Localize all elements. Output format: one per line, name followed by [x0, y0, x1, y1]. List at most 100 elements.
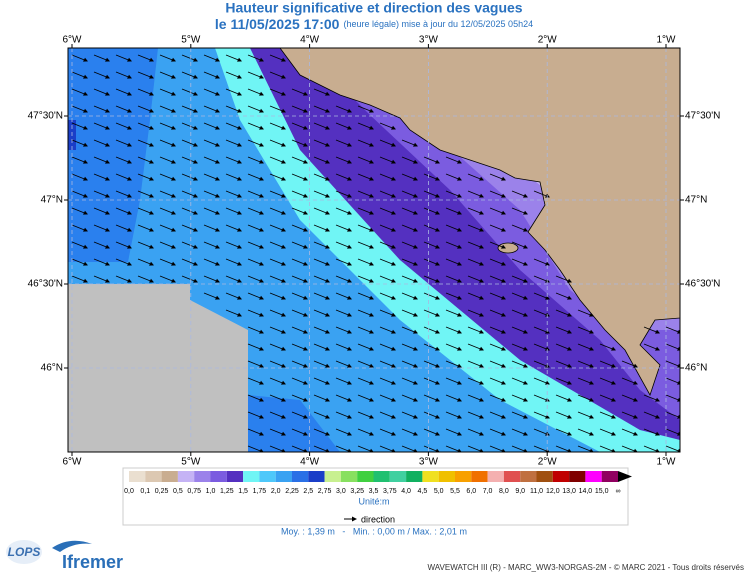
legend-swatch [536, 471, 553, 482]
wave-arrowhead [281, 142, 286, 147]
wave-arrowhead [435, 346, 440, 351]
legend-label: 13,0 [562, 488, 576, 495]
wave-arrowhead [325, 414, 330, 419]
wave-arrowhead [171, 108, 176, 113]
wave-arrowhead [259, 346, 264, 351]
wave-arrowhead [567, 278, 572, 283]
wave-arrowhead [237, 74, 242, 79]
wave-arrowhead [391, 363, 396, 368]
legend-swatch [129, 471, 146, 482]
legend-label: 6,0 [466, 488, 476, 495]
wave-arrowhead [479, 380, 484, 385]
wave-arrowhead [105, 74, 110, 79]
wave-arrowhead [369, 210, 374, 215]
wave-arrowhead [215, 142, 220, 147]
wave-arrowhead [523, 397, 528, 402]
wave-arrowhead [193, 159, 198, 164]
wave-arrowhead [589, 431, 594, 436]
wave-arrowhead [325, 278, 330, 283]
wave-arrowhead [567, 448, 572, 452]
wave-arrowhead [369, 312, 374, 317]
wave-arrowhead [127, 210, 132, 215]
wave-arrowhead [435, 295, 440, 300]
wave-arrowhead [523, 329, 528, 334]
legend-label: 5,0 [434, 488, 444, 495]
wave-arrowhead [369, 159, 374, 164]
lops-logo [6, 540, 42, 564]
legend-label: 11,0 [530, 488, 543, 495]
axis-labels: 6°W 6°W 5°W 5°W 4°W 4°W 3°W 3°W 2°W 2°W 1°W 1°W 47°3… [28, 35, 721, 468]
subtitle: le 11/05/2025 17:00 (heure légale) mise à… [215, 16, 533, 32]
legend-swatch [585, 471, 602, 482]
wave-arrowhead [413, 346, 418, 351]
wave-arrowhead [259, 159, 264, 164]
wave-arrowhead [105, 142, 110, 147]
wave-arrowhead [281, 431, 286, 436]
wave-arrowhead [237, 142, 242, 147]
ifremer-logo [52, 540, 92, 552]
wave-arrowhead [259, 448, 264, 452]
wave-arrowhead [325, 261, 330, 266]
legend-swatch [357, 471, 374, 482]
wave-arrowhead [589, 312, 594, 317]
wave-arrowhead [105, 108, 110, 113]
wave-arrowhead [589, 380, 594, 385]
wave-arrowhead [501, 176, 506, 181]
wave-arrowhead [545, 346, 550, 351]
wave-arrowhead [149, 210, 154, 215]
wave-arrowhead [193, 176, 198, 181]
wave-arrowhead [501, 380, 506, 385]
direction-arrowhead [352, 516, 357, 522]
wave-arrowhead [303, 448, 308, 452]
wave-arrowhead [611, 414, 616, 419]
wave-arrowhead [501, 193, 506, 198]
wave-arrowhead [457, 397, 462, 402]
wave-arrowhead [325, 244, 330, 249]
wave-arrowhead [325, 431, 330, 436]
wave-arrowhead [281, 244, 286, 249]
wave-arrowhead [633, 414, 638, 419]
wave-arrowhead [215, 159, 220, 164]
wave-arrowhead [479, 176, 484, 181]
lat-label: 47°N [41, 195, 63, 206]
wave-arrowhead [435, 261, 440, 266]
wave-arrowhead [281, 380, 286, 385]
legend-swatch [438, 471, 455, 482]
wave-arrowhead [303, 176, 308, 181]
legend-swatch [552, 471, 570, 482]
wave-arrowhead [259, 57, 264, 62]
frame [67, 47, 681, 453]
wave-arrowhead [325, 346, 330, 351]
legend-swatch [210, 471, 227, 482]
wave-arrowhead [83, 193, 88, 198]
wave-arrowhead [215, 193, 220, 198]
wave-arrowhead [83, 125, 88, 130]
wave-arrowhead [215, 210, 220, 215]
wave-arrowhead [215, 108, 220, 113]
wave-arrowhead [237, 278, 242, 283]
wave-arrowhead [369, 295, 374, 300]
wave-arrowhead [479, 227, 484, 232]
wave-arrowhead [369, 363, 374, 368]
wave-arrowhead [523, 448, 528, 452]
wave-arrowhead [259, 261, 264, 266]
wave-arrowhead [567, 295, 572, 300]
wave-arrowhead [523, 346, 528, 351]
wave-arrowhead [347, 142, 352, 147]
legend-swatch [569, 471, 586, 482]
title: Hauteur significative et direction des v… [225, 0, 522, 16]
wave-arrowhead [303, 329, 308, 334]
wave-arrowhead [303, 227, 308, 232]
wave-arrowhead [677, 346, 680, 351]
wave-arrowhead [281, 227, 286, 232]
wave-arrowhead [413, 278, 418, 283]
wave-arrowhead [347, 380, 352, 385]
wave-arrowhead [105, 244, 110, 249]
wave-arrowhead [281, 295, 286, 300]
wave-arrowhead [589, 346, 594, 351]
wave-arrowhead [391, 431, 396, 436]
wave-arrowhead [677, 397, 680, 402]
wave-arrowhead [413, 261, 418, 266]
wave-arrowhead [347, 176, 352, 181]
legend-swatch [145, 471, 162, 482]
